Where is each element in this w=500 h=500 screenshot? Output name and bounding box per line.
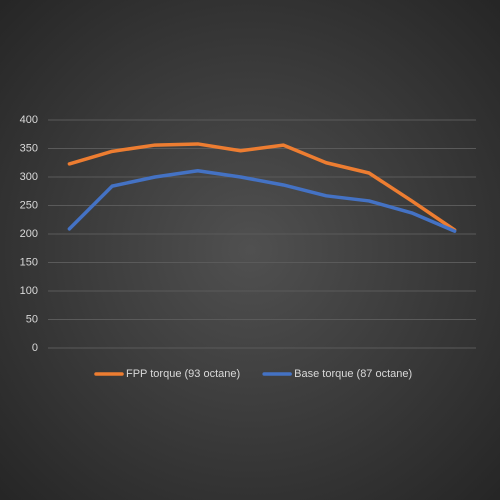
y-tick-label: 300: [20, 171, 38, 183]
y-tick-label: 50: [26, 313, 38, 325]
y-tick-label: 400: [20, 114, 38, 126]
series-line: [67, 142, 457, 232]
y-tick-label: 350: [20, 142, 38, 154]
series-line: [67, 168, 457, 233]
y-tick-label: 100: [20, 285, 38, 297]
legend-label: FPP torque (93 octane): [126, 368, 240, 380]
y-tick-label: 150: [20, 256, 38, 268]
y-tick-label: 250: [20, 199, 38, 211]
y-tick-label: 200: [20, 228, 38, 240]
legend-label: Base torque (87 octane): [294, 368, 412, 380]
y-tick-label: 0: [32, 342, 38, 354]
